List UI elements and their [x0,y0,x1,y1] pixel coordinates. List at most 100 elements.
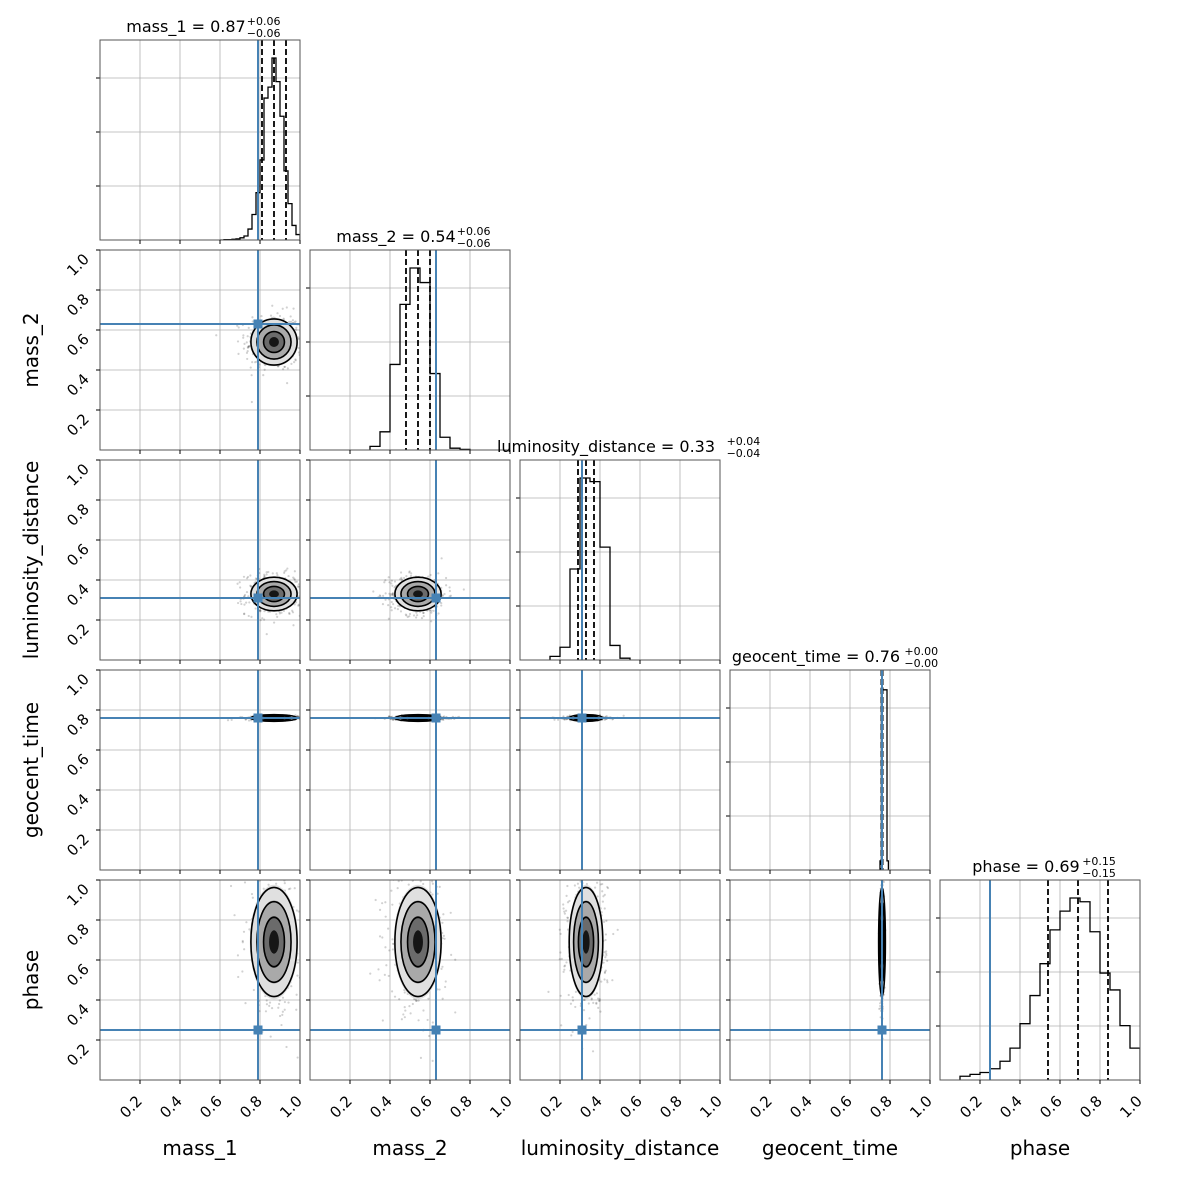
x-tick-label: 0.2 [536,1092,566,1122]
sample-point [417,1019,420,1022]
sample-point [570,1034,573,1037]
x-tick-label: 0.4 [996,1092,1026,1122]
sample-point [422,840,424,842]
marginal-panel-geocent_time: geocent_time = 0.76 +0.00−0.00 [726,645,938,874]
joint-panel-mass_1-vs-phase: 0.2 0.4 0.6 0.8 1.0 0.2 0.4 0.6 0.8 1.0 [63,865,309,1122]
sample-point [238,581,241,584]
sample-point [404,840,406,842]
sample-point [288,872,290,874]
y-tick-label: 0.2 [63,410,93,440]
sample-point [300,865,302,867]
sample-point [248,345,251,348]
panel-content [100,250,309,450]
contour-level-3 [577,916,595,968]
sample-point [585,867,587,869]
sample-point [287,888,291,891]
sample-point [606,885,609,889]
contour-level-1 [250,886,298,998]
sample-point [409,574,413,577]
sample-point [285,1045,288,1049]
sample-point [283,1008,286,1011]
x-tick-label: 0.8 [236,1092,266,1122]
sample-point [574,1005,577,1009]
sample-point [263,610,266,613]
sample-point [586,875,588,877]
sample-point [442,934,445,937]
sample-point [390,582,393,585]
marginal-panel-luminosity_distance: luminosity_distance = 0.33 +0.04−0.04 [497,435,760,664]
sample-point [403,991,406,994]
sample-point [241,939,244,943]
sample-point [305,717,307,719]
marginal-title-plus-error: +0.06 [457,225,491,238]
sample-point [307,923,309,925]
sample-point [559,951,562,954]
sample-point [244,1001,247,1005]
x-tick-label: 0.6 [196,1092,226,1122]
sample-point [289,315,292,318]
sample-point [259,609,262,612]
sample-point [598,999,601,1002]
sample-point [396,608,400,611]
sample-point [245,601,248,604]
sample-point [271,875,273,877]
sample-point [387,576,390,579]
y-axis-label-mass_2: mass_2 [19,312,43,387]
sample-point [281,307,284,310]
histogram-luminosity_distance [549,477,631,660]
sample-point [563,718,566,721]
sample-point [261,617,264,620]
sample-point [601,900,604,903]
sample-point [408,615,411,618]
sample-point [407,883,410,886]
sample-point [384,598,387,601]
panel-frame [519,669,721,871]
sample-point [438,885,441,889]
sample-point [414,616,418,619]
sample-point [387,927,390,930]
injection-marker [253,713,263,723]
sample-point [295,580,298,583]
marginal-panel-mass_2: mass_2 = 0.54 +0.06−0.06 [306,225,511,454]
sample-point [286,367,289,370]
panel-frame [99,39,301,241]
sample-point [603,971,606,975]
sample-point [573,884,576,887]
sample-point [292,576,295,579]
sample-point [391,938,394,941]
panel-frame [729,879,931,1081]
joint-panel-luminosity_distance-vs-phase: 0.2 0.4 0.6 0.8 1.0 [516,867,726,1122]
sample-point [879,1004,882,1008]
sample-point [390,606,393,609]
sample-point [269,1035,272,1038]
sample-point [293,578,296,581]
sample-point [405,876,407,878]
panel-content [310,840,510,1080]
sample-point [268,1001,272,1004]
sample-point [271,572,274,575]
sample-point [882,871,884,873]
injection-marker [253,319,263,329]
sample-point [307,344,309,346]
sample-point [301,586,303,588]
sample-point [259,610,262,613]
sample-point [282,367,285,371]
marginal-title-minus-error: −0.06 [247,27,281,40]
sample-point [405,574,408,578]
panel-content [100,865,309,1080]
sample-point [248,344,251,348]
sample-point [393,607,397,610]
sample-point [432,609,435,612]
sample-point [278,1014,282,1018]
sample-point [243,612,246,615]
sample-point [426,1018,429,1022]
sample-point [603,970,607,974]
sample-point [562,907,565,910]
sample-point [251,896,254,899]
sample-point [297,583,300,586]
sample-point [568,899,571,903]
sample-point [560,957,563,961]
sample-point [248,928,251,931]
marginal-panel-mass_1: mass_1 = 0.87 +0.06−0.06 [96,15,301,244]
sample-point [388,592,391,595]
